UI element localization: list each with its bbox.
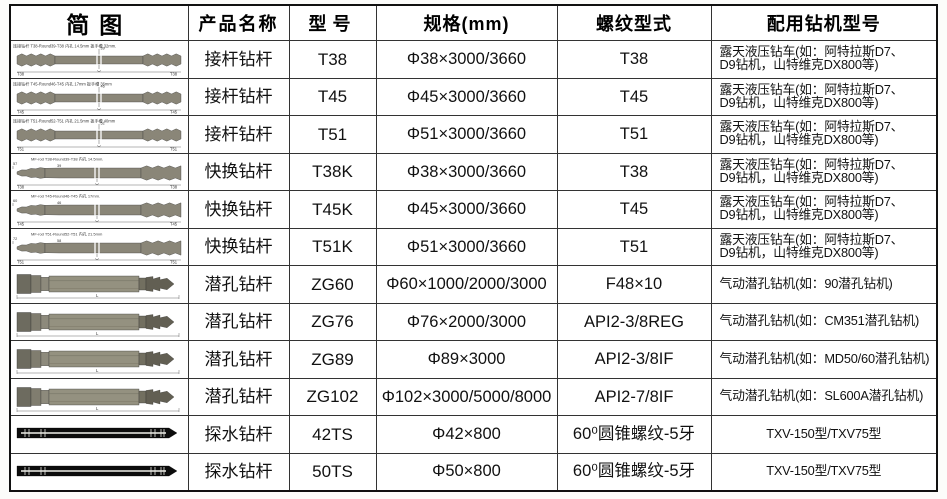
- svg-text:T38: T38: [170, 184, 178, 189]
- svg-text:T45: T45: [170, 109, 178, 114]
- svg-text:60: 60: [13, 199, 17, 203]
- svg-text:T45: T45: [170, 222, 178, 227]
- svg-text:T38: T38: [170, 72, 178, 77]
- svg-text:52: 52: [101, 122, 105, 126]
- svg-text:T38: T38: [17, 184, 25, 189]
- svg-text:MF-rod T51-Round52-T51 内孔 2: MF-rod T51-Round52-T51 内孔 21.5mm: [31, 230, 103, 236]
- svg-text:L: L: [96, 331, 99, 336]
- svg-text:T51: T51: [17, 147, 25, 152]
- svg-text:58: 58: [57, 239, 61, 243]
- svg-text:L: L: [96, 368, 99, 373]
- svg-text:T38: T38: [17, 72, 25, 77]
- svg-text:46: 46: [101, 84, 105, 88]
- svg-text:MF-rod T45-Round46-T45 内孔 1: MF-rod T45-Round46-T45 内孔 17mm.: [31, 193, 100, 199]
- svg-text:46: 46: [57, 201, 61, 205]
- svg-text:39: 39: [101, 47, 105, 51]
- svg-text:57: 57: [13, 162, 17, 166]
- svg-text:39: 39: [57, 164, 61, 168]
- svg-text:72: 72: [13, 237, 17, 241]
- svg-text:T45: T45: [17, 222, 25, 227]
- svg-text:T45: T45: [17, 109, 25, 114]
- svg-text:L: L: [96, 406, 99, 411]
- svg-text:MF-rod T38-Round39-T38 内孔 1: MF-rod T38-Round39-T38 内孔 14.5mm.: [31, 155, 103, 161]
- svg-text:T51: T51: [170, 147, 178, 152]
- svg-text:T51: T51: [170, 259, 178, 264]
- svg-text:连接钻杆 T45-Round46-T45 内孔 17mm: 连接钻杆 T45-Round46-T45 内孔 17mm 扳手槽 36mm: [13, 80, 112, 86]
- svg-text:L: L: [96, 293, 99, 298]
- svg-text:T51: T51: [17, 259, 25, 264]
